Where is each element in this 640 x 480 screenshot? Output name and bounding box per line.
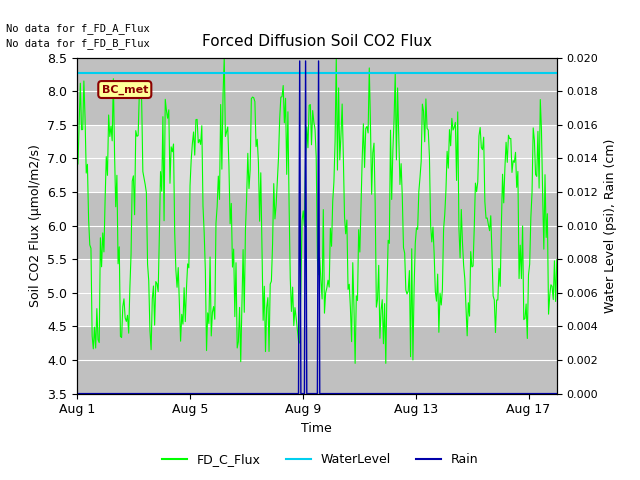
Y-axis label: Soil CO2 Flux (μmol/m2/s): Soil CO2 Flux (μmol/m2/s) xyxy=(29,144,42,307)
Bar xyxy=(77,58,557,125)
Legend: FD_C_Flux, WaterLevel, Rain: FD_C_Flux, WaterLevel, Rain xyxy=(157,448,483,471)
Title: Forced Diffusion Soil CO2 Flux: Forced Diffusion Soil CO2 Flux xyxy=(202,35,432,49)
Bar xyxy=(77,125,557,192)
Text: BC_met: BC_met xyxy=(102,84,148,95)
Text: No data for f_FD_A_Flux: No data for f_FD_A_Flux xyxy=(6,23,150,34)
Text: No data for f_FD_B_Flux: No data for f_FD_B_Flux xyxy=(6,37,150,48)
Bar xyxy=(77,192,557,259)
Bar xyxy=(77,259,557,326)
X-axis label: Time: Time xyxy=(301,422,332,435)
Bar xyxy=(77,326,557,394)
Y-axis label: Water Level (psi), Rain (cm): Water Level (psi), Rain (cm) xyxy=(604,138,617,313)
